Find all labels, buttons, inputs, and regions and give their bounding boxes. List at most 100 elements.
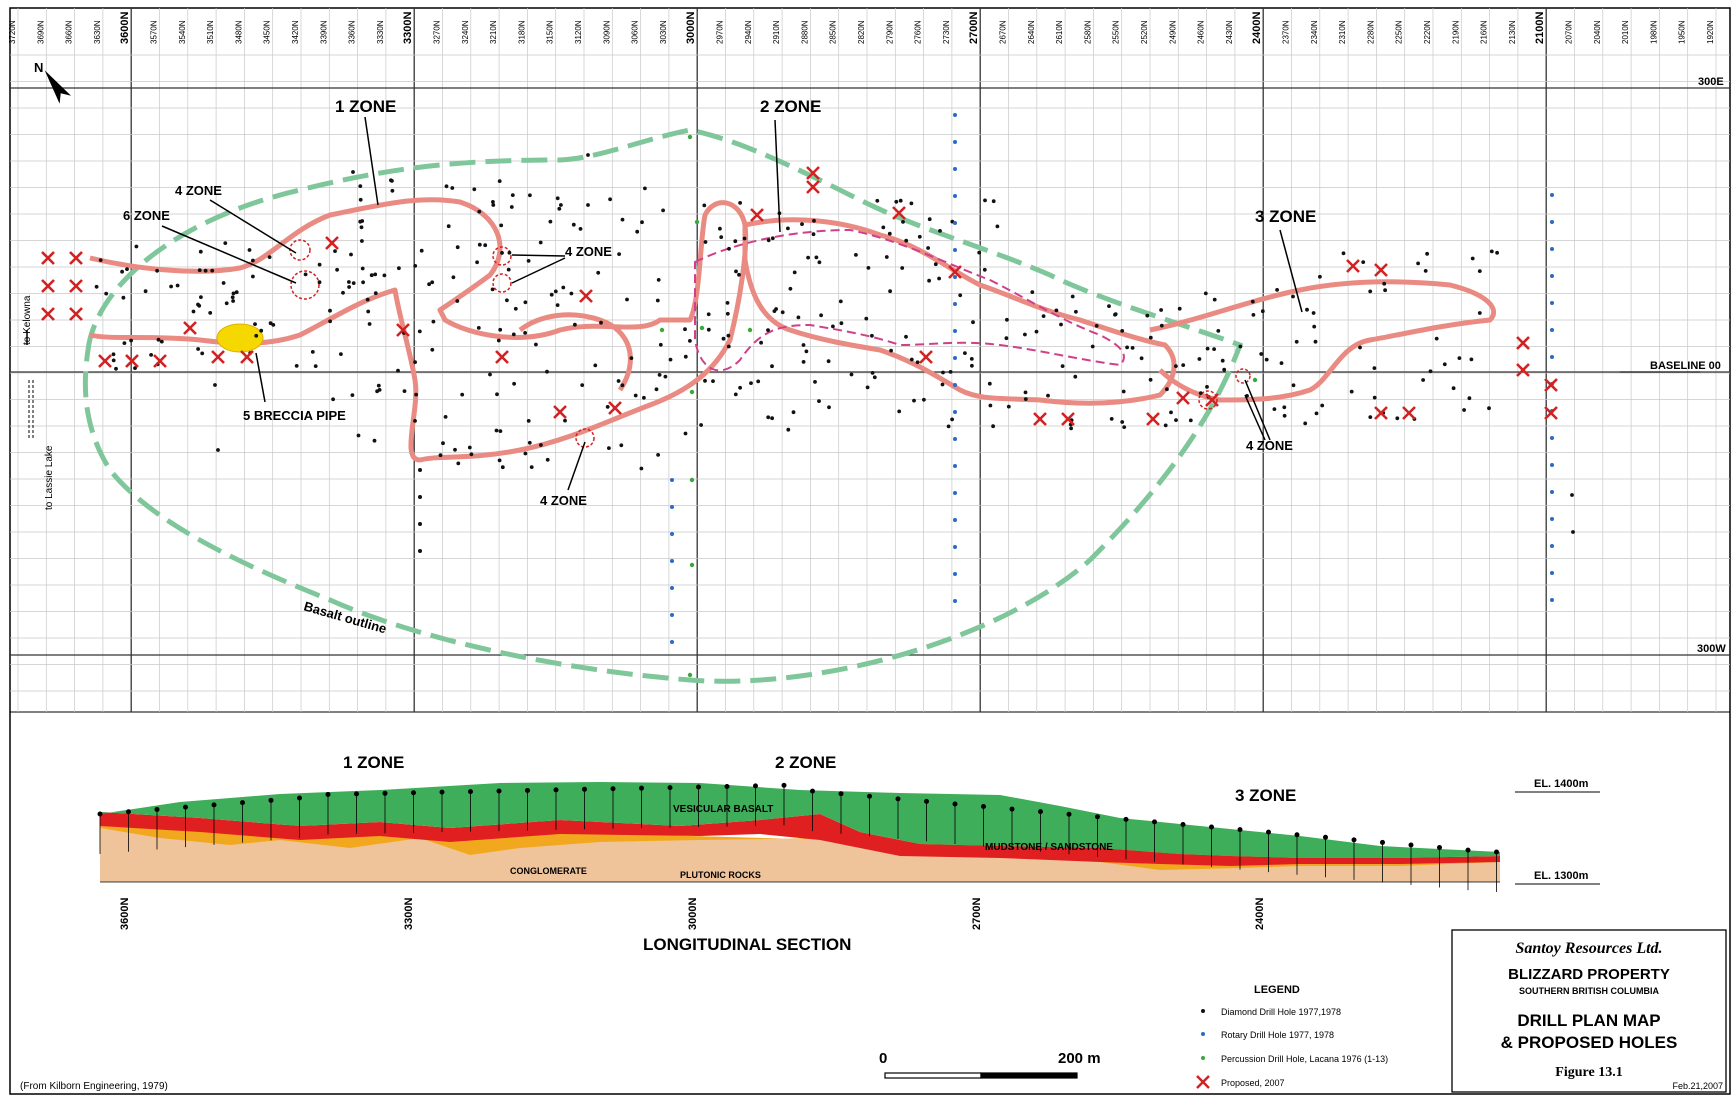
rotary-drill-hole: [1550, 544, 1554, 548]
diamond-drill-hole: [801, 343, 806, 347]
title-company: Santoy Resources Ltd.: [1515, 940, 1662, 957]
percussion-drill-hole: [699, 325, 705, 331]
diamond-drill-hole: [639, 466, 644, 471]
section-label-vesicular: VESICULAR BASALT: [673, 804, 773, 815]
diamond-drill-hole: [770, 236, 775, 241]
diamond-drill-hole: [267, 255, 272, 259]
diamond-drill-hole: [317, 280, 322, 285]
label-zone-1: 1 ZONE: [335, 97, 396, 116]
diamond-drill-hole: [881, 225, 886, 230]
diamond-drill-hole: [1122, 425, 1127, 429]
diamond-drill-hole: [529, 465, 534, 469]
rotary-drill-hole: [953, 572, 957, 576]
northing-label: 3480N: [234, 20, 243, 44]
label-el-1300: EL. 1300m: [1534, 870, 1589, 882]
northing-label: 2970N: [716, 20, 725, 44]
diamond-drill-hole: [373, 291, 378, 296]
diamond-drill-hole: [875, 198, 880, 203]
diamond-drill-hole: [749, 381, 753, 385]
diamond-drill-hole: [155, 268, 160, 273]
northing-label: 2790N: [885, 20, 894, 44]
section-hole-collar: [1408, 842, 1414, 848]
diamond-drill-hole: [657, 373, 662, 377]
diamond-drill-hole: [654, 387, 659, 392]
title-region: SOUTHERN BRITISH COLUMBIA: [1519, 986, 1659, 996]
diamond-drill-hole: [1006, 404, 1011, 409]
diamond-drill-hole: [216, 448, 220, 452]
diamond-drill-hole: [1205, 346, 1210, 351]
northing-label: 3210N: [489, 20, 498, 44]
diamond-drill-hole: [872, 375, 877, 380]
diamond-drill-hole: [418, 549, 422, 553]
northing-label: 2490N: [1168, 20, 1177, 44]
cross-stroke: [1544, 406, 1558, 420]
zone-4-arrow-b: [511, 257, 566, 284]
diamond-drill-hole: [870, 333, 874, 338]
diamond-drill-hole: [1159, 323, 1164, 328]
title-map-1: DRILL PLAN MAP: [1517, 1011, 1660, 1030]
northing-label: 3300N: [402, 12, 414, 44]
north-label: N: [34, 60, 43, 75]
diamond-drill-hole: [770, 416, 774, 421]
diamond-drill-hole: [483, 243, 488, 248]
diamond-drill-hole: [335, 267, 339, 272]
diamond-drill-hole: [640, 220, 644, 225]
cross-stroke: [806, 166, 820, 180]
rotary-drill-hole: [953, 167, 957, 171]
cross-stroke: [325, 236, 339, 250]
diamond-drill-hole: [937, 276, 941, 281]
section-hole-collar: [1066, 811, 1072, 817]
diamond-drill-hole: [358, 184, 363, 189]
cross-stroke: [1346, 259, 1360, 273]
rotary-drill-hole: [670, 640, 674, 644]
section-hole-collar: [781, 782, 787, 788]
diamond-drill-hole: [418, 495, 422, 499]
proposed-hole-icon: [396, 323, 410, 337]
cross-stroke: [41, 279, 55, 293]
diamond-drill-hole: [438, 453, 443, 458]
rotary-drill-hole: [953, 518, 957, 522]
diamond-drill-hole: [149, 353, 154, 357]
diamond-drill-hole: [1272, 407, 1277, 411]
diamond-drill-hole: [430, 347, 435, 352]
cross-stroke: [41, 251, 55, 265]
diamond-drill-hole: [580, 383, 585, 387]
diamond-drill-hole: [477, 209, 482, 214]
rotary-drill-hole: [1550, 328, 1554, 332]
section-hole-collar: [1323, 834, 1328, 840]
diamond-drill-hole: [397, 266, 401, 271]
diamond-drill-hole: [1197, 357, 1202, 361]
diamond-drill-hole: [1487, 406, 1491, 411]
diamond-drill-hole: [718, 226, 722, 231]
northing-label: 3540N: [178, 20, 187, 44]
diamond-drill-hole: [780, 310, 785, 315]
basalt-outline: [82, 127, 1244, 684]
diamond-drill-hole: [1282, 413, 1287, 418]
diamond-drill-hole: [1212, 347, 1216, 351]
label-zone-4-right: 4 ZONE: [1246, 438, 1293, 453]
scale-bar: 0 200 m: [879, 1050, 1101, 1079]
rotary-drill-hole: [1550, 490, 1554, 494]
diamond-drill-hole: [699, 423, 703, 427]
diamond-drill-hole: [555, 196, 560, 201]
northing-label: 2640N: [1027, 20, 1036, 44]
cross-stroke: [1516, 336, 1530, 350]
northing-label: 2550N: [1112, 20, 1121, 44]
diamond-drill-hole: [946, 424, 951, 429]
diamond-drill-hole: [971, 320, 975, 325]
section-hole-collar: [696, 784, 701, 790]
diamond-drill-hole: [982, 267, 987, 272]
cross-stroke: [211, 350, 225, 364]
map-frame: [9, 7, 1731, 1095]
northing-label: 2220N: [1423, 20, 1432, 44]
diamond-drill-hole: [156, 337, 161, 342]
zone-3-arrow: [1279, 229, 1303, 313]
diamond-drill-hole: [796, 315, 801, 320]
diamond-drill-hole: [1046, 393, 1050, 398]
label-zone-3: 3 ZONE: [1255, 207, 1316, 226]
section-northing-label: 3000N: [687, 898, 699, 930]
cross-stroke: [153, 354, 167, 368]
section-hole-collar: [1494, 849, 1499, 855]
cross-stroke: [1146, 412, 1160, 426]
zone-6-arrow: [161, 225, 297, 284]
